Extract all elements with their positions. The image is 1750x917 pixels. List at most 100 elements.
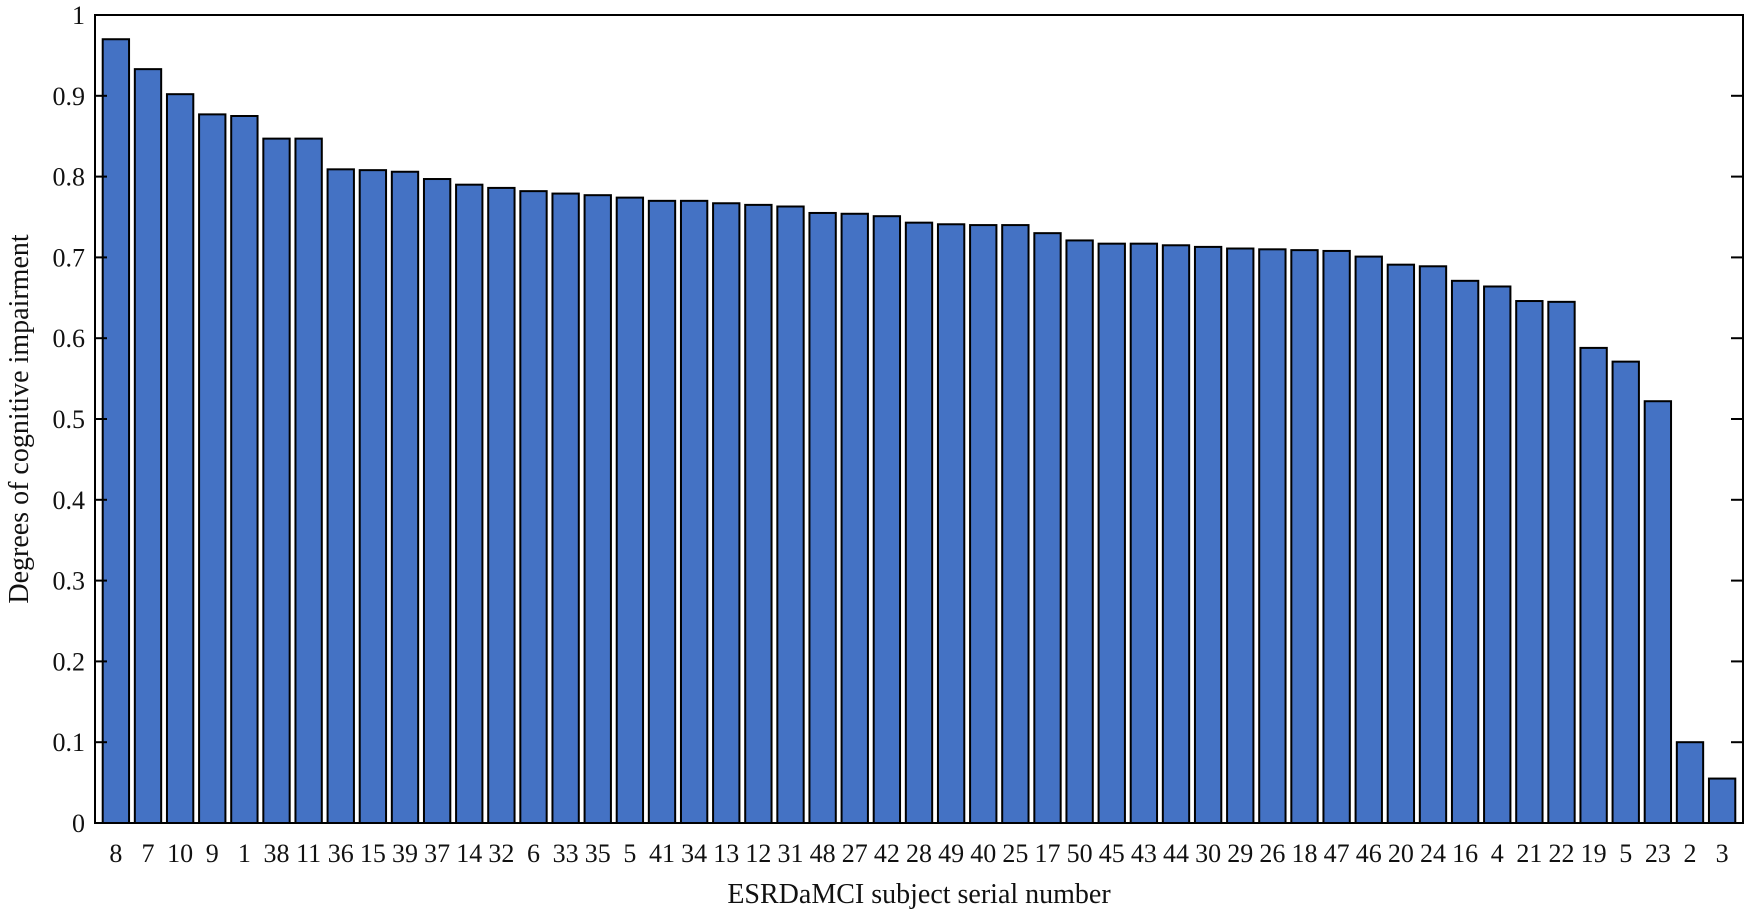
x-tick-label: 38 [264,839,290,868]
x-tick-label: 32 [488,839,514,868]
bar [230,115,259,824]
x-tick-label: 1 [238,839,251,868]
bar [551,192,580,824]
bar [1001,224,1030,824]
bar [1547,300,1576,824]
bar [1579,346,1608,824]
bar [1354,255,1383,824]
x-tick-label: 17 [1035,839,1061,868]
x-axis-ticks: 8 7 10 9 1 38 11 36 15 39 37 14 32 6 33 35 5 41 34 13 12 31 48… [109,839,1728,868]
x-tick-label: 45 [1099,839,1125,868]
x-tick-label: 11 [296,839,321,868]
x-tick-label: 2 [1683,839,1696,868]
bar [647,199,677,824]
y-tick-label: 1 [72,1,85,30]
x-tick-label: 19 [1581,839,1607,868]
bar [519,190,548,824]
bar [615,196,645,825]
bar [1129,242,1159,825]
bar [969,224,998,824]
x-tick-label: 5 [623,839,636,868]
bar [744,203,773,824]
bar [776,205,805,824]
bar [1643,400,1673,824]
y-tick-label: 0.2 [53,647,86,676]
y-tick-label: 0.7 [53,243,86,272]
x-tick-label: 20 [1388,839,1414,868]
bar [1161,244,1191,824]
bar [390,170,420,824]
y-axis-ticks: 0 0.1 0.2 0.3 0.4 0.5 0.6 0.7 0.8 0.9 1 [53,1,1743,838]
bar [165,93,195,825]
bar [1675,741,1705,825]
x-tick-label: 12 [745,839,771,868]
bar [1097,242,1126,825]
bar [1226,247,1255,824]
bar [358,169,388,824]
x-axis-title: ESRDaMCI subject serial number [727,879,1111,910]
bar [326,168,355,824]
bar [455,183,484,824]
bar [133,68,163,824]
x-tick-label: 16 [1452,839,1478,868]
bar [808,211,837,824]
x-tick-label: 24 [1420,839,1446,868]
bar [1515,300,1544,824]
x-tick-label: 28 [906,839,932,868]
x-tick-label: 13 [713,839,739,868]
x-tick-label: 22 [1549,839,1575,868]
x-tick-label: 42 [874,839,900,868]
x-tick-label: 30 [1195,839,1221,868]
x-tick-label: 39 [392,839,418,868]
x-tick-label: 34 [681,839,707,868]
bar [583,194,612,824]
bar [1258,248,1287,824]
x-tick-label: 47 [1324,839,1350,868]
y-tick-label: 0 [72,809,85,838]
y-tick-label: 0.1 [53,728,86,757]
x-tick-label: 5 [1619,839,1632,868]
bars-group [101,38,1737,825]
bar [101,38,131,825]
x-tick-label: 10 [167,839,193,868]
bar [1322,249,1351,824]
y-axis-title: Degrees of cognitive impairment [4,234,35,604]
x-tick-label: 44 [1163,839,1189,868]
x-tick-label: 8 [109,839,122,868]
bar [487,186,516,825]
bar [1611,360,1640,824]
x-tick-label: 50 [1067,839,1093,868]
x-tick-label: 23 [1645,839,1671,868]
y-tick-label: 0.6 [53,324,86,353]
x-tick-label: 36 [328,839,354,868]
y-tick-label: 0.8 [53,163,86,192]
bar [422,178,452,824]
bar [1386,263,1416,825]
x-tick-label: 18 [1292,839,1318,868]
y-tick-label: 0.4 [53,486,86,515]
x-tick-label: 37 [424,839,450,868]
x-tick-label: 48 [810,839,836,868]
bar [1290,249,1319,824]
bar [198,113,227,824]
bar [840,212,869,824]
x-tick-label: 25 [1002,839,1028,868]
bar [679,199,709,824]
bar [1418,265,1448,825]
bar [936,223,966,824]
y-tick-label: 0.5 [53,405,86,434]
bar [294,137,323,824]
x-tick-label: 35 [585,839,611,868]
bar [1483,285,1512,824]
bar [712,202,741,824]
x-tick-label: 29 [1227,839,1253,868]
bar [1065,239,1094,824]
x-tick-label: 15 [360,839,386,868]
x-tick-label: 46 [1356,839,1382,868]
x-tick-label: 6 [527,839,540,868]
y-tick-label: 0.3 [53,567,86,596]
x-tick-label: 49 [938,839,964,868]
x-tick-label: 4 [1491,839,1504,868]
bar [262,137,291,824]
